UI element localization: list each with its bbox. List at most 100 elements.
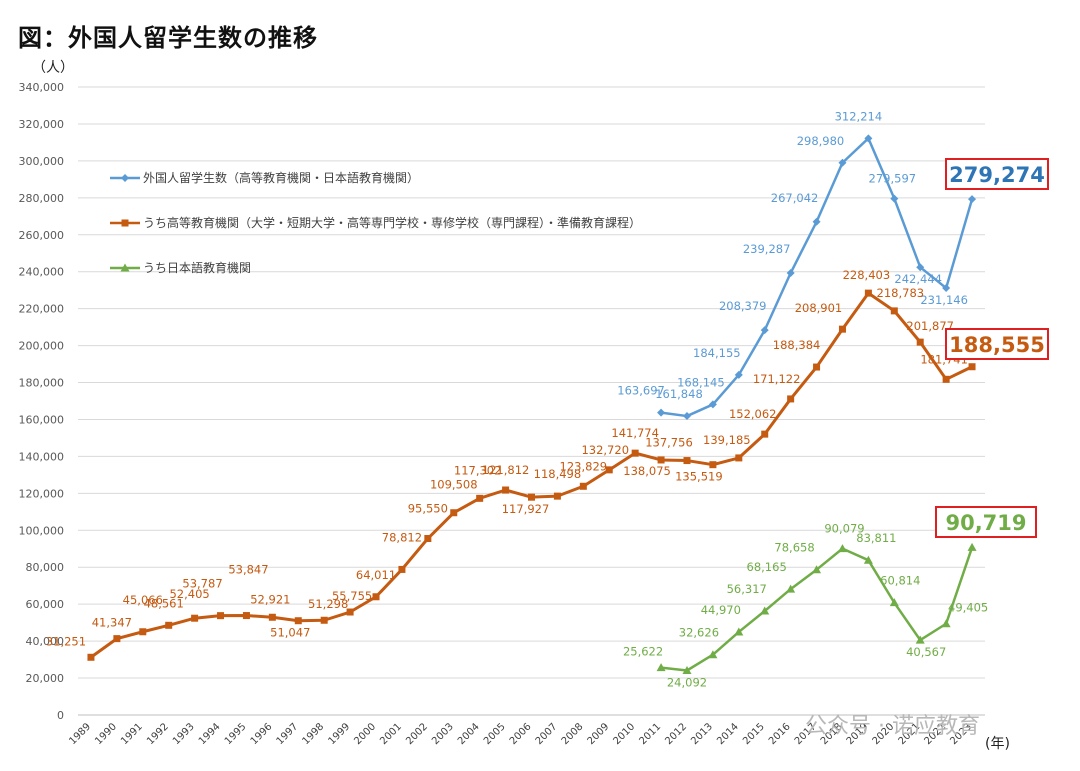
data-point xyxy=(915,635,925,644)
x-tick-label: 2007 xyxy=(534,721,560,747)
legend-marker xyxy=(121,219,129,227)
data-point xyxy=(139,628,147,636)
data-label: 184,155 xyxy=(693,346,741,360)
x-tick-label: 1992 xyxy=(145,721,171,747)
legend-marker xyxy=(121,174,129,182)
data-point xyxy=(656,663,666,672)
highlight-value: 188,555 xyxy=(949,333,1045,357)
data-point xyxy=(760,606,770,615)
y-tick-label: 240,000 xyxy=(19,266,65,279)
data-point xyxy=(709,461,717,469)
x-tick-label: 2014 xyxy=(715,721,741,747)
data-label: 56,317 xyxy=(727,582,767,596)
data-point xyxy=(916,263,925,272)
x-tick-label: 2008 xyxy=(560,721,586,747)
data-label: 68,165 xyxy=(747,560,787,574)
data-label: 267,042 xyxy=(771,191,819,205)
data-label: 44,970 xyxy=(701,603,741,617)
data-label: 208,379 xyxy=(719,299,767,313)
legend-label: 外国人留学生数（高等教育機関・日本語教育機関） xyxy=(143,170,419,185)
data-label: 64,011 xyxy=(356,568,396,582)
data-point xyxy=(294,617,302,625)
highlight-value: 90,719 xyxy=(945,511,1026,535)
data-point xyxy=(268,613,276,621)
data-label: 242,444 xyxy=(894,272,942,286)
data-label: 132,720 xyxy=(581,443,629,457)
y-tick-label: 160,000 xyxy=(19,413,65,426)
data-point xyxy=(605,466,613,474)
data-label: 312,214 xyxy=(835,109,883,123)
data-label: 52,921 xyxy=(250,592,290,606)
y-tick-label: 300,000 xyxy=(19,155,65,168)
data-label: 32,626 xyxy=(679,626,719,640)
data-point xyxy=(191,614,199,622)
x-tick-label: 2012 xyxy=(663,721,689,747)
y-tick-label: 140,000 xyxy=(19,450,65,463)
data-label: 123,829 xyxy=(560,459,608,473)
data-label: 201,877 xyxy=(906,319,954,333)
data-label: 298,980 xyxy=(797,134,845,148)
series-line-2 xyxy=(90,291,973,659)
y-tick-label: 340,000 xyxy=(19,81,65,94)
data-label: 55,755 xyxy=(332,589,372,603)
data-label: 218,783 xyxy=(877,286,925,300)
data-point xyxy=(242,612,250,620)
highlight-box xyxy=(945,328,1049,360)
data-label: 53,787 xyxy=(182,577,222,591)
data-point xyxy=(346,608,354,616)
data-point xyxy=(968,363,976,371)
data-label: 52,405 xyxy=(169,587,209,601)
x-tick-label: 1996 xyxy=(249,721,275,747)
x-tick-label: 1993 xyxy=(171,721,197,747)
y-tick-label: 180,000 xyxy=(19,377,65,390)
data-label: 118,498 xyxy=(534,467,582,481)
x-axis-label: (年) xyxy=(985,736,1010,752)
data-point xyxy=(734,370,743,379)
legend-label: うち高等教育機関（大学・短期大学・高等専門学校・専修学校（専門課程）・準備教育課… xyxy=(143,215,641,230)
data-label: 171,122 xyxy=(753,372,801,386)
x-tick-label: 1991 xyxy=(119,721,145,747)
data-point xyxy=(476,494,484,502)
data-point xyxy=(864,289,872,297)
data-label: 49,405 xyxy=(948,601,988,615)
x-tick-label: 1999 xyxy=(326,721,352,747)
data-label: 137,756 xyxy=(645,436,693,450)
data-point xyxy=(735,454,743,462)
data-point xyxy=(761,430,769,438)
data-point xyxy=(863,555,873,564)
x-tick-label: 2001 xyxy=(378,721,404,747)
x-tick-label: 2013 xyxy=(689,721,715,747)
data-label: 117,927 xyxy=(502,502,550,516)
data-point xyxy=(838,158,847,167)
x-tick-label: 2016 xyxy=(767,721,793,747)
data-point xyxy=(398,565,406,573)
data-point xyxy=(502,486,510,494)
data-point xyxy=(812,565,822,574)
data-label: 25,622 xyxy=(623,645,663,659)
data-point xyxy=(682,666,692,675)
data-label: 121,812 xyxy=(482,463,530,477)
data-point xyxy=(813,363,821,371)
y-tick-label: 120,000 xyxy=(19,487,65,500)
data-label: 78,812 xyxy=(382,530,422,544)
x-tick-label: 2004 xyxy=(456,721,482,747)
data-point xyxy=(682,412,691,421)
data-label: 40,567 xyxy=(906,645,946,659)
data-point xyxy=(890,194,899,203)
data-point xyxy=(217,612,225,620)
data-point xyxy=(864,134,873,143)
data-label: 135,519 xyxy=(675,470,723,484)
y-tick-label: 0 xyxy=(57,709,64,722)
y-tick-label: 280,000 xyxy=(19,192,65,205)
x-tick-label: 2006 xyxy=(508,721,534,747)
data-point xyxy=(760,326,769,335)
y-tick-label: 40,000 xyxy=(26,635,65,648)
data-label: 152,062 xyxy=(729,407,777,421)
data-point xyxy=(968,195,977,204)
y-tick-label: 220,000 xyxy=(19,303,65,316)
data-point xyxy=(838,325,846,333)
highlight-value: 279,274 xyxy=(949,163,1045,187)
data-point xyxy=(734,627,744,636)
data-point xyxy=(942,284,951,293)
